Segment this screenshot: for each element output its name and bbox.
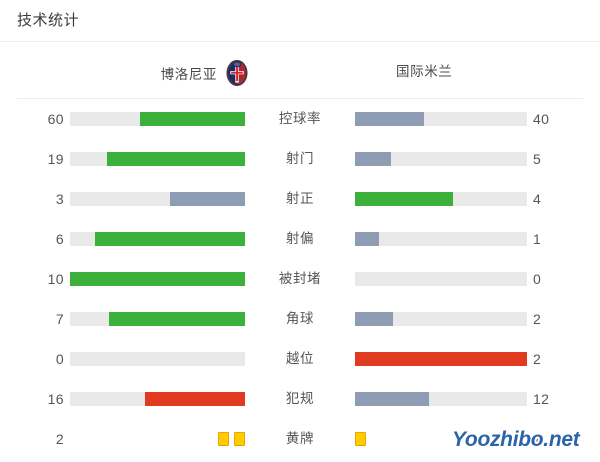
home-value: 3 <box>55 191 64 207</box>
away-value: 5 <box>533 151 542 167</box>
stat-label: 越位 <box>285 351 315 366</box>
home-value: 2 <box>55 431 64 447</box>
home-bar-track <box>70 312 245 326</box>
stat-row: 2 黄牌 1 <box>0 419 600 459</box>
away-bar-track <box>355 352 527 366</box>
site-watermark: Yoozhibo.net <box>452 428 580 451</box>
home-bar-track <box>70 232 245 246</box>
away-bar-track <box>355 392 527 406</box>
home-value: 60 <box>47 111 64 127</box>
team-header: 博洛尼亚 国际米兰 <box>0 42 600 98</box>
home-bar-fill <box>94 232 245 246</box>
home-value: 10 <box>47 271 64 287</box>
away-team[interactable]: 国际米兰 <box>396 60 452 80</box>
away-bar-track <box>355 232 527 246</box>
home-bar-fill <box>169 192 245 206</box>
stat-row: 6 射偏 1 <box>0 219 600 259</box>
home-value: 16 <box>47 391 64 407</box>
home-bar-track <box>70 272 245 286</box>
away-bar-track <box>355 272 527 286</box>
stat-row: 60 控球率 40 <box>0 99 600 139</box>
away-yellow-cards <box>355 431 527 447</box>
away-bar-track <box>355 192 527 206</box>
home-value: 0 <box>55 351 64 367</box>
stat-label: 射正 <box>285 191 315 206</box>
stat-row: 0 越位 2 <box>0 339 600 379</box>
away-bar-track <box>355 112 527 126</box>
home-team-name: 博洛尼亚 <box>160 67 217 82</box>
home-value: 19 <box>47 151 64 167</box>
away-value: 1 <box>533 231 542 247</box>
home-bar-track <box>70 352 245 366</box>
stat-label: 黄牌 <box>285 431 315 446</box>
away-value: 40 <box>533 111 550 127</box>
away-value: 2 <box>533 351 542 367</box>
stat-row: 7 角球 2 <box>0 299 600 339</box>
yellow-card-icon <box>234 432 245 446</box>
away-bar-fill <box>355 232 380 246</box>
header-divider <box>17 98 583 99</box>
title-divider <box>0 41 600 42</box>
stat-rows: 60 控球率 40 19 射门 5 3 射正 4 6 射偏 1 10 被封堵 0 7 角球 2 0 越位 2 16 犯规 12… <box>0 99 600 459</box>
away-value: 0 <box>533 271 542 287</box>
stat-row: 16 犯规 12 <box>0 379 600 419</box>
home-bar-track <box>70 192 245 206</box>
home-bar-fill <box>70 272 245 286</box>
home-bar-track <box>70 112 245 126</box>
home-value: 7 <box>55 311 64 327</box>
home-bar-fill <box>108 312 245 326</box>
stat-label: 被封堵 <box>278 271 322 286</box>
away-bar-fill <box>355 392 429 406</box>
away-bar-track <box>355 152 527 166</box>
home-bar-track <box>70 152 245 166</box>
away-bar-fill <box>355 112 424 126</box>
away-value: 12 <box>533 391 550 407</box>
home-yellow-cards <box>70 431 245 447</box>
yellow-card-icon <box>355 432 366 446</box>
stat-label: 犯规 <box>285 391 315 406</box>
away-value: 4 <box>533 191 542 207</box>
away-bar-fill <box>355 312 393 326</box>
stat-label: 控球率 <box>278 111 322 126</box>
away-bar-track <box>355 312 527 326</box>
yellow-card-icon <box>218 432 229 446</box>
stat-label: 射门 <box>285 151 315 166</box>
stat-row: 10 被封堵 0 <box>0 259 600 299</box>
bologna-crest-icon <box>226 60 248 86</box>
home-bar-fill <box>106 152 245 166</box>
stat-row: 3 射正 4 <box>0 179 600 219</box>
away-value: 1 <box>533 431 542 447</box>
home-team[interactable]: 博洛尼亚 <box>161 60 248 86</box>
stat-label: 射偏 <box>285 231 315 246</box>
stat-row: 19 射门 5 <box>0 139 600 179</box>
home-bar-fill <box>140 112 245 126</box>
away-team-name: 国际米兰 <box>396 64 453 79</box>
home-bar-track <box>70 392 245 406</box>
away-value: 2 <box>533 311 542 327</box>
home-value: 6 <box>55 231 64 247</box>
page-title: 技术统计 <box>17 12 80 29</box>
away-bar-fill <box>355 152 392 166</box>
away-bar-fill <box>355 352 527 366</box>
stat-label: 角球 <box>285 311 315 326</box>
home-bar-fill <box>145 392 245 406</box>
away-bar-fill <box>355 192 454 206</box>
